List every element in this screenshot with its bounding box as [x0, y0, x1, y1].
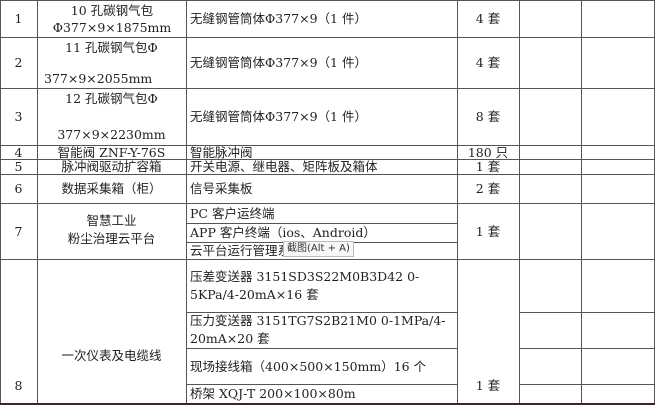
item-qty: 4 套	[475, 11, 501, 26]
screenshot-tooltip: 截图(Alt + A)	[283, 241, 354, 257]
row-number: 3	[14, 109, 23, 124]
bottom-border	[0, 403, 655, 405]
item-name-line1: 11 孔碳钢气包Φ	[65, 40, 158, 55]
item-content: 压力变送器 3151TG7S2B21M0 0-1MPa/4-20mA×20 套	[190, 313, 446, 346]
item-name-line2: 377×9×2230mm	[57, 127, 166, 142]
row-number: 8	[14, 377, 23, 393]
item-qty: 1 套	[475, 377, 501, 393]
row-number: 1	[14, 11, 23, 26]
row-number: 2	[14, 55, 23, 70]
item-content: PC 客户运终端	[190, 205, 275, 221]
row-number: 6	[14, 181, 23, 196]
item-content: 智能脉冲阀	[190, 144, 253, 160]
item-name: 数据采集箱（柜）	[61, 181, 162, 196]
item-content: 无缝钢管筒体Φ377×9（1 件）	[190, 11, 367, 26]
item-qty: 2 套	[475, 181, 501, 196]
row-number: 5	[14, 159, 23, 174]
item-content: 开关电源、继电器、矩阵板及箱体	[190, 159, 378, 174]
item-name: 10 孔碳钢气包 Φ377×9×1875mm	[52, 2, 172, 35]
item-name: 一次仪表及电缆线	[61, 347, 162, 363]
item-name-line2: 377×9×2055mm	[44, 71, 153, 86]
item-content: 无缝钢管筒体Φ377×9（1 件）	[190, 55, 367, 70]
item-qty: 180 只	[467, 144, 509, 160]
item-content: 桥架 XQJ-T 200×100×80m	[190, 386, 356, 401]
item-qty: 1 套	[475, 159, 501, 174]
item-content: 信号采集板	[190, 181, 253, 196]
item-qty: 1 套	[475, 223, 501, 239]
item-content: 云平台运行管理系	[190, 243, 291, 258]
row-number: 7	[14, 223, 23, 239]
item-content: 现场接线箱（400×500×150mm）16 个	[190, 358, 427, 374]
item-qty: 4 套	[475, 55, 501, 70]
item-name: 脉冲阀驱动扩容箱	[61, 159, 162, 174]
item-content: 压差变送器 3151SD3S22M0B3D42 0-5KPa/4-20mA×16…	[190, 268, 420, 302]
row-number: 4	[14, 144, 23, 160]
item-name-line1: 智慧工业	[86, 213, 137, 228]
item-qty: 8 套	[475, 109, 501, 124]
item-name-line2: 粉尘治理云平台	[67, 231, 156, 246]
item-name: 智能阀 ZNF-Y-76S	[57, 144, 166, 160]
item-content: 无缝钢管筒体Φ377×9（1 件）	[190, 109, 367, 124]
item-content: APP 客户终端（ios、Android）	[190, 225, 376, 240]
item-name-line1: 12 孔碳钢气包Φ	[65, 91, 158, 106]
